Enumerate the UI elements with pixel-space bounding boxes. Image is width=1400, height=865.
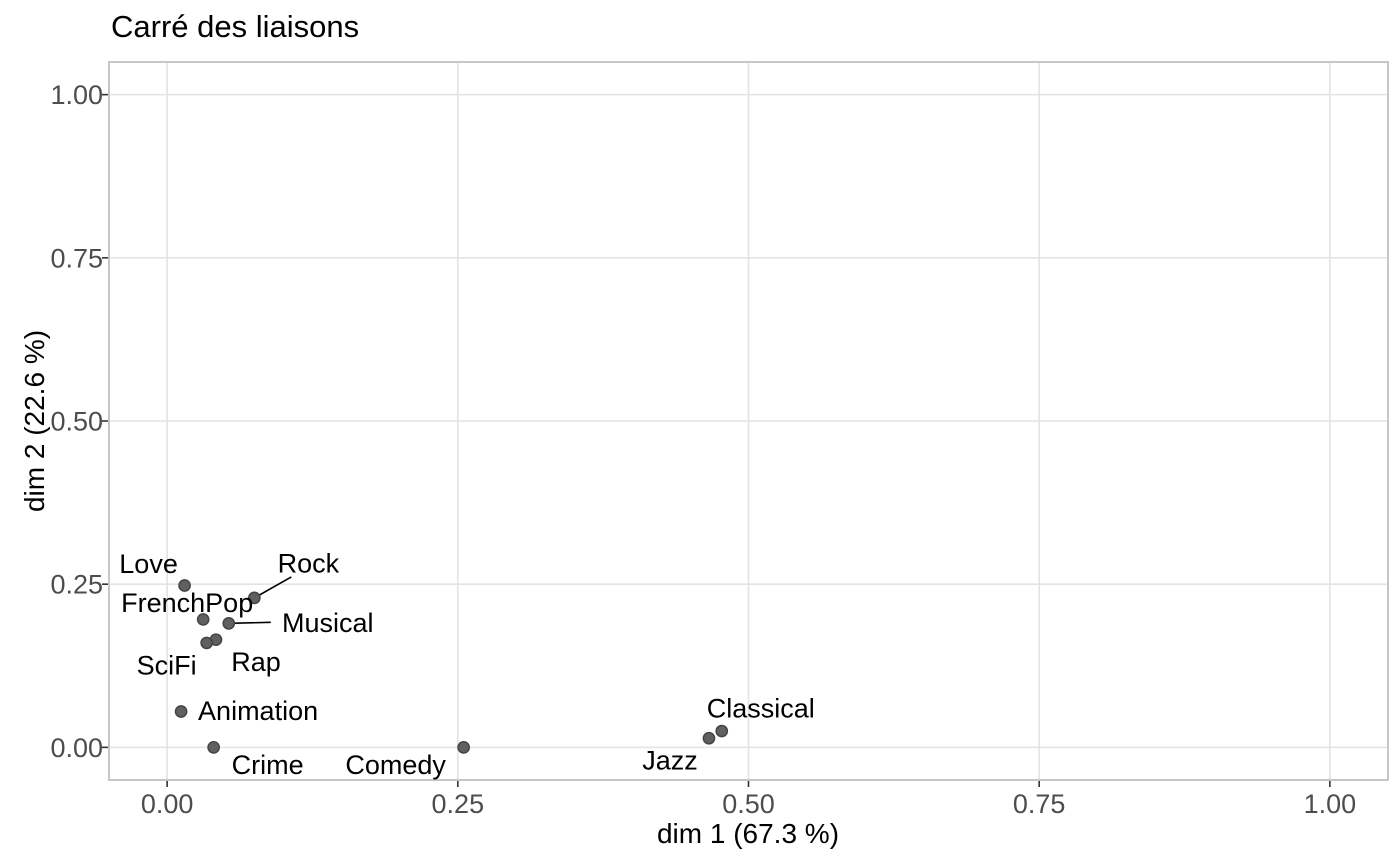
data-point-musical xyxy=(222,616,236,630)
x-tick-label-0.50: 0.50 xyxy=(722,789,775,819)
chart-title: Carré des liaisons xyxy=(111,9,359,44)
point-label-scifi: SciFi xyxy=(137,650,197,680)
point-label-love: Love xyxy=(119,549,178,579)
y-tick-label-0.50: 0.50 xyxy=(50,407,103,437)
x-axis-title: dim 1 (67.3 %) xyxy=(657,818,839,849)
x-tick-label-1.00: 1.00 xyxy=(1304,789,1357,819)
data-point-classical xyxy=(715,724,729,738)
y-axis-title: dim 2 (22.6 %) xyxy=(19,330,50,512)
leader-line-musical xyxy=(228,621,271,625)
point-label-comedy: Comedy xyxy=(345,750,446,780)
data-point-frenchpop xyxy=(196,613,210,626)
y-tick-label-0.75: 0.75 xyxy=(50,243,103,273)
point-label-rock: Rock xyxy=(278,548,340,578)
y-tick-label-1.00: 1.00 xyxy=(50,80,103,110)
y-tick-label-0.00: 0.00 xyxy=(50,733,103,763)
data-point-love xyxy=(178,579,191,592)
point-label-musical: Musical xyxy=(282,608,374,638)
data-point-scifi xyxy=(200,636,214,650)
point-label-crime: Crime xyxy=(232,750,304,780)
data-point-jazz xyxy=(702,731,716,745)
x-tick-label-0.25: 0.25 xyxy=(432,789,485,819)
x-tick-label-0.75: 0.75 xyxy=(1013,789,1066,819)
data-point-animation xyxy=(174,705,188,718)
y-tick-label-0.25: 0.25 xyxy=(50,570,103,600)
point-label-jazz: Jazz xyxy=(642,746,698,776)
panel-border xyxy=(108,61,1389,781)
data-point-rock xyxy=(247,591,261,605)
point-label-frenchpop: FrenchPop xyxy=(121,588,253,618)
point-label-animation: Animation xyxy=(198,696,318,726)
x-tick-label-0.00: 0.00 xyxy=(141,789,194,819)
leader-line-rock xyxy=(253,576,292,599)
data-point-crime xyxy=(207,741,220,754)
point-label-rap: Rap xyxy=(231,647,281,677)
point-label-classical: Classical xyxy=(707,694,815,724)
data-point-comedy xyxy=(457,741,470,754)
